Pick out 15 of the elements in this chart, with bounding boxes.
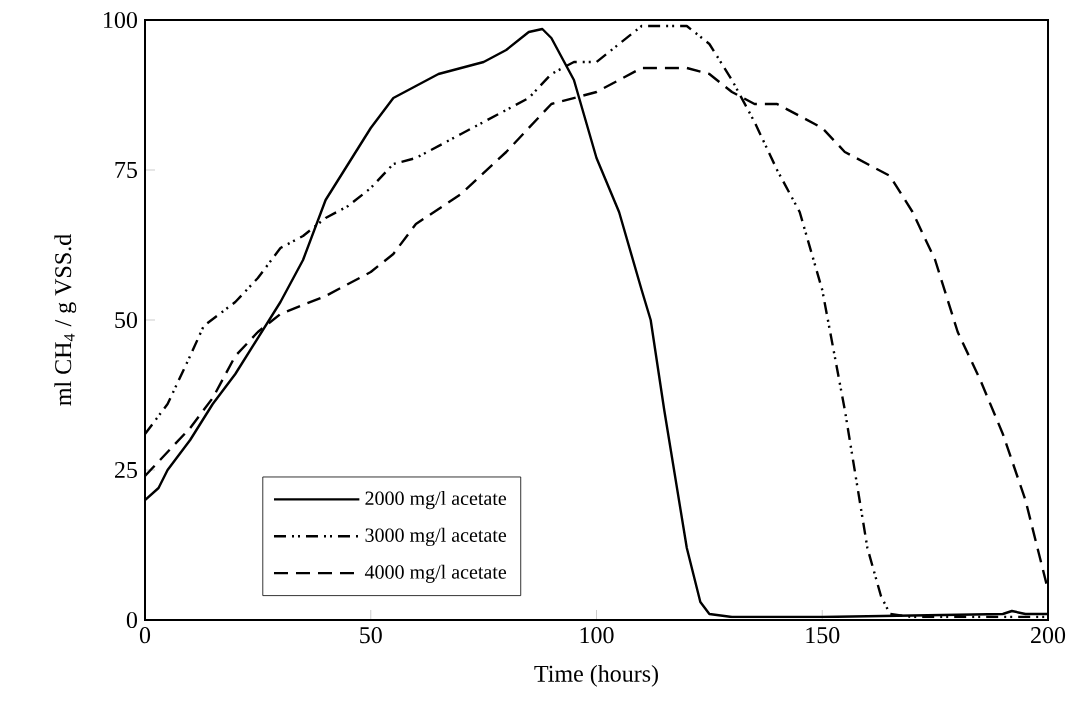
x-tick-label: 100: [580, 627, 614, 644]
legend-label: 4000 mg/l acetate: [364, 564, 507, 583]
y-axis-title: ml CH$_{4}$ / g VSS.d: [54, 234, 77, 406]
y-tick-label: 0: [126, 611, 138, 629]
y-tick-label: 100: [104, 11, 138, 29]
x-axis-title: Time (hours): [534, 664, 658, 687]
x-tick-label: 0: [139, 627, 151, 644]
x-tick-label: 200: [1031, 627, 1066, 644]
y-tick-label: 25: [115, 461, 138, 479]
y-tick-label: 50: [115, 311, 138, 329]
legend-label: 2000 mg/l acetate: [365, 490, 507, 510]
x-tick-label: 50: [360, 627, 382, 644]
legend-label: 3000 mg/l acetate: [365, 527, 507, 547]
x-tick-label: 150: [806, 627, 840, 644]
y-tick-label: 75: [115, 162, 138, 178]
